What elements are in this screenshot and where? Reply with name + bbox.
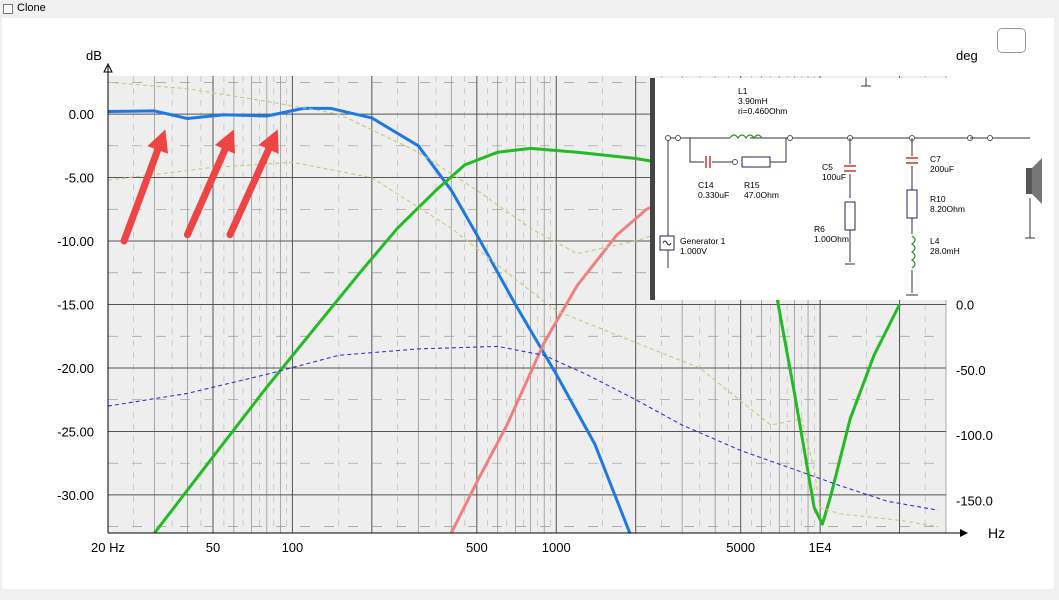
- y2-axis-label: deg: [956, 48, 978, 63]
- y-tick-label: 0.00: [69, 107, 94, 122]
- annotation-layer: [120, 129, 279, 245]
- clone-label: Clone: [17, 2, 46, 14]
- node: [732, 159, 738, 165]
- label-generator: Generator 1: [680, 236, 726, 246]
- label-C14: C14: [698, 180, 714, 190]
- label-C5: 100uF: [822, 172, 846, 182]
- corner-button[interactable]: [997, 28, 1026, 53]
- annotation-arrow-shaft-0: [120, 146, 162, 245]
- x-tick-label: 500: [466, 540, 488, 555]
- y-tick-label: -5.00: [64, 171, 94, 186]
- schematic-left-edge: [650, 78, 655, 300]
- label-R10: R10: [930, 194, 946, 204]
- series-line-3: [449, 195, 675, 533]
- x-tick-label: 50: [206, 540, 220, 555]
- y2-tick-label: -150.0: [956, 493, 993, 508]
- label-R6: R6: [814, 224, 825, 234]
- schematic-background: [650, 78, 1046, 300]
- node: [675, 135, 681, 141]
- series-line-6: [108, 161, 939, 528]
- y2-tick-label: 0.0: [956, 298, 974, 313]
- label-R15: 47.0Ohm: [744, 190, 779, 200]
- y-tick-label: -20.00: [57, 361, 94, 376]
- speaker-cone: [1032, 158, 1042, 204]
- node: [787, 135, 793, 141]
- label-generator: 1.000V: [680, 246, 707, 256]
- label-L4: 28.0mH: [930, 246, 960, 256]
- x-tick-label: 1000: [542, 540, 571, 555]
- y-tick-label: -25.00: [57, 424, 94, 439]
- series-line-5: [108, 81, 675, 255]
- label-R15: R15: [744, 180, 760, 190]
- label-L1: L1: [738, 86, 748, 96]
- wire-branch: [689, 138, 704, 163]
- series-line-4: [108, 345, 939, 511]
- x-tick-label: 1E4: [809, 540, 832, 555]
- y-tick-label: -10.00: [57, 234, 94, 249]
- y-tick-label: -30.00: [57, 488, 94, 503]
- speaker-body: [1026, 168, 1032, 194]
- annotation-arrow-head-1: [214, 129, 236, 154]
- x-tick-label: 5000: [726, 540, 755, 555]
- x-tick-label: 100: [282, 540, 304, 555]
- label-C7: 200uF: [930, 164, 954, 174]
- y2-tick-label: -50.0: [956, 363, 986, 378]
- annotation-arrow-head-0: [147, 129, 169, 154]
- node: [987, 135, 993, 141]
- series-line-1: [153, 146, 675, 533]
- series-line-0: [108, 106, 632, 533]
- y-axis-arrow: [103, 62, 113, 73]
- x-axis-arrow: [960, 529, 968, 537]
- label-R10: 8.20Ohm: [930, 204, 965, 214]
- label-C7: C7: [930, 154, 941, 164]
- annotation-arrow-shaft-1: [183, 145, 229, 239]
- clone-checkbox[interactable]: [3, 4, 13, 14]
- generator-wave: [662, 240, 672, 246]
- axis-layer: 0.00 -5.00 -10.00 -15.00 -20.00 -25.00 -30.00 0…: [57, 48, 1005, 555]
- y-axis-label: dB: [86, 48, 102, 63]
- top-bar: Clone: [0, 0, 1059, 18]
- label-L1: 3.90mH: [738, 96, 768, 106]
- node: [665, 135, 671, 141]
- label-C5: C5: [822, 162, 833, 172]
- resistor-R10: [906, 189, 918, 219]
- y-tick-label: -15.00: [57, 298, 94, 313]
- y2-tick-label: -100.0: [956, 428, 993, 443]
- wire-branch: [770, 138, 787, 163]
- label-R6: 1.00Ohm: [814, 234, 849, 244]
- annotation-arrow-head-2: [258, 129, 279, 154]
- x-axis-label: Hz: [988, 525, 1005, 541]
- label-L4: L4: [930, 236, 940, 246]
- resistor-R15: [741, 156, 771, 168]
- series-layer: [108, 81, 939, 533]
- x-tick-label: 20 Hz: [91, 540, 125, 555]
- inductor-L1: [729, 134, 763, 140]
- inductor-L4: [910, 235, 916, 269]
- label-L1: ri=0.460Ohm: [738, 106, 787, 116]
- annotation-arrow-shaft-2: [226, 145, 273, 239]
- resistor-R6: [844, 201, 856, 231]
- label-C14: 0.330uF: [698, 190, 729, 200]
